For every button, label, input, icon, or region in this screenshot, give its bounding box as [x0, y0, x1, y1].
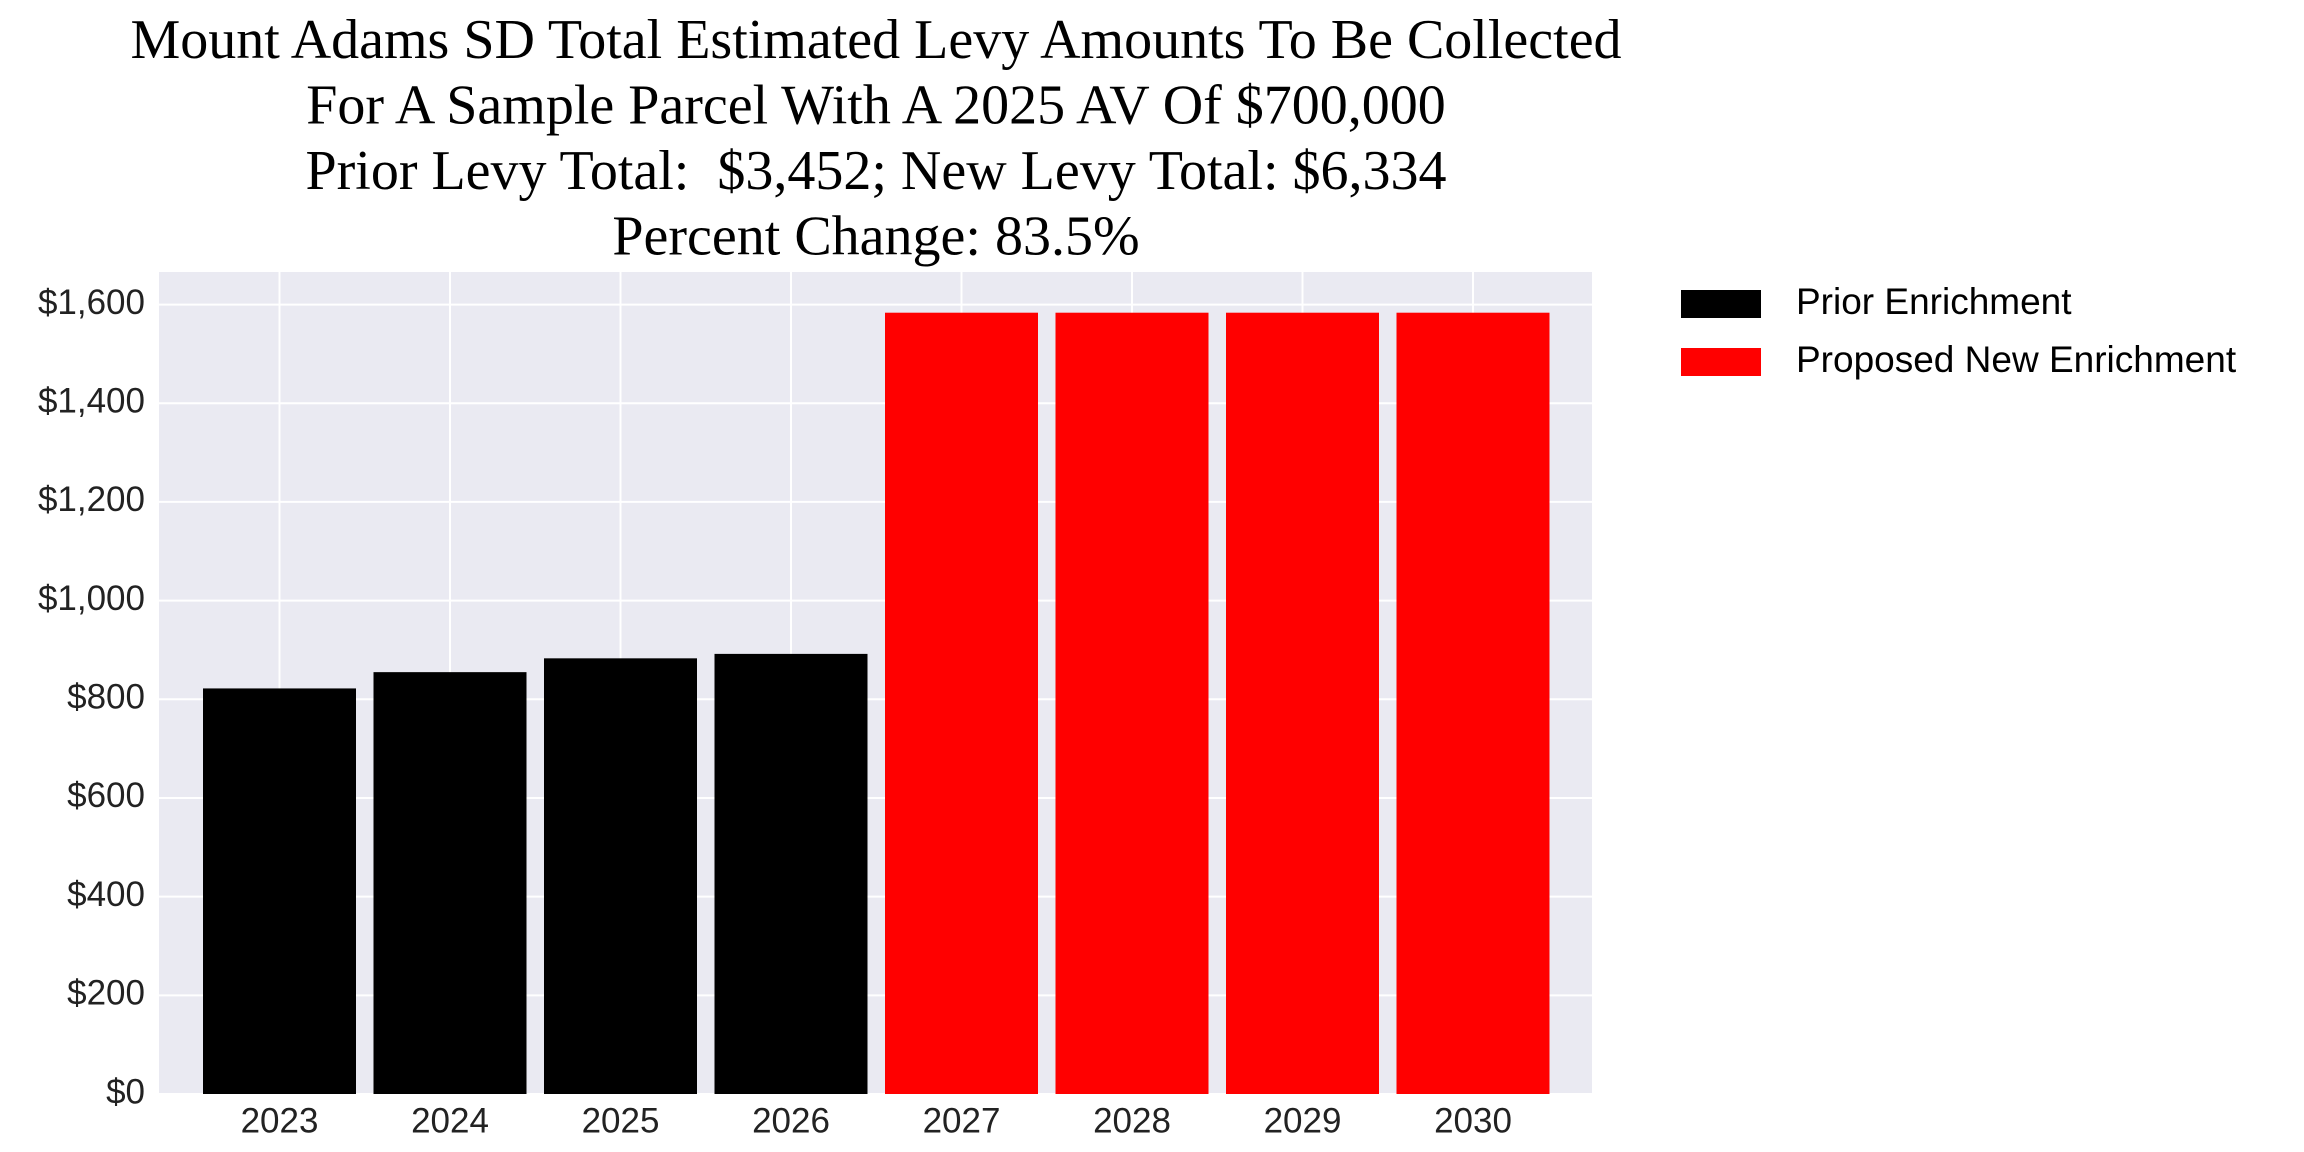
x-tick-label: 2027 — [923, 1101, 1001, 1140]
x-tick-label: 2029 — [1264, 1101, 1342, 1140]
y-tick-label: $1,200 — [38, 480, 145, 519]
chart-title: Mount Adams SD Total Estimated Levy Amou… — [130, 9, 1621, 71]
y-tick-label: $400 — [67, 875, 145, 914]
y-tick-label: $600 — [67, 776, 145, 815]
bar — [373, 672, 527, 1094]
y-tick-label: $1,600 — [38, 283, 145, 322]
x-tick-label: 2026 — [752, 1101, 830, 1140]
chart-title: For A Sample Parcel With A 2025 AV Of $7… — [306, 74, 1446, 136]
x-tick-label: 2024 — [411, 1101, 489, 1140]
legend-swatch — [1681, 290, 1761, 318]
y-tick-label: $200 — [67, 974, 145, 1013]
bar — [1226, 312, 1379, 1094]
bar — [714, 653, 868, 1094]
x-tick-label: 2028 — [1093, 1101, 1171, 1140]
bar — [203, 688, 356, 1094]
chart-title: Prior Levy Total: $3,452; New Levy Total… — [305, 140, 1446, 202]
y-tick-label: $1,000 — [38, 579, 145, 618]
y-tick-label: $0 — [106, 1072, 145, 1111]
chart-title: Percent Change: 83.5% — [612, 205, 1139, 267]
x-tick-label: 2025 — [582, 1101, 660, 1140]
x-tick-label: 2023 — [241, 1101, 319, 1140]
bar — [1055, 312, 1209, 1094]
y-tick-label: $800 — [67, 678, 145, 717]
legend-label: Prior Enrichment — [1796, 281, 2072, 322]
bar — [1396, 312, 1550, 1094]
bar — [885, 312, 1038, 1094]
bar — [544, 658, 697, 1094]
x-tick-label: 2030 — [1434, 1101, 1512, 1140]
y-tick-label: $1,400 — [38, 381, 145, 420]
legend-label: Proposed New Enrichment — [1796, 339, 2237, 380]
legend-swatch — [1681, 348, 1761, 376]
